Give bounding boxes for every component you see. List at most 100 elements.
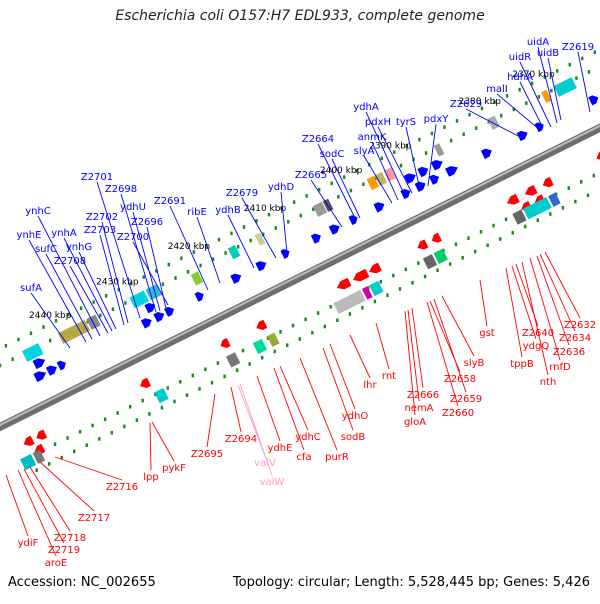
tick-mark: [417, 261, 420, 265]
forward-gene-arrow: [328, 224, 340, 235]
tick-mark: [480, 106, 484, 111]
forward-gene-label: uidB: [537, 48, 559, 59]
accession-label: Accession: NC_002655: [8, 575, 156, 590]
gc-content-bar: [225, 352, 241, 368]
gc-content-bar: [433, 248, 448, 264]
reverse-gene-leader: [151, 421, 175, 462]
tick-mark: [230, 231, 233, 236]
reverse-gene-arrow: [220, 337, 231, 349]
tick-mark: [404, 267, 408, 272]
forward-gene-label: Z2665: [295, 170, 327, 181]
tick-mark: [467, 236, 470, 240]
tick-mark: [436, 268, 439, 273]
reverse-gene-leader: [29, 466, 71, 532]
reverse-gene-label: ydhC: [295, 432, 321, 443]
tick-mark: [543, 75, 546, 79]
forward-gene-arrow: [348, 215, 358, 225]
reverse-gene-label: lhr: [363, 380, 377, 391]
forward-gene-label: ynhG: [66, 242, 92, 253]
tick-mark: [185, 393, 189, 397]
tick-mark: [291, 323, 295, 328]
tick-mark: [274, 226, 277, 230]
pseudo-gene-label: valV: [254, 458, 276, 469]
tick-mark: [191, 373, 195, 378]
tick-mark: [92, 300, 95, 304]
forward-gene-leader: [519, 61, 552, 128]
reverse-gene-label: aroE: [45, 558, 67, 569]
tick-mark: [479, 230, 483, 234]
reverse-gene-label: Z2660: [442, 408, 474, 419]
tick-mark: [468, 112, 471, 117]
forward-gene-leader: [196, 216, 221, 284]
pseudo-gene-leader: [239, 383, 273, 476]
tick-mark: [430, 131, 434, 136]
forward-gene-arrow: [45, 365, 57, 376]
tick-mark: [35, 468, 38, 472]
tick-mark: [380, 156, 383, 161]
scale-label: 2400 kbp: [320, 166, 363, 176]
tick-mark: [104, 294, 108, 298]
forward-gene-arrow: [230, 273, 242, 284]
tick-mark: [355, 169, 358, 173]
forward-gene-leader: [310, 179, 343, 228]
reverse-gene-leader: [299, 357, 338, 451]
genome-info-label: Topology: circular; Length: 5,528,445 bp…: [232, 575, 590, 590]
tick-mark: [210, 380, 214, 385]
tick-mark: [130, 281, 133, 286]
tick-mark: [216, 361, 220, 365]
forward-gene-label: hdhA: [507, 72, 533, 83]
tick-mark: [379, 280, 382, 284]
tick-mark: [135, 418, 139, 422]
tick-mark: [298, 337, 301, 341]
tick-mark: [60, 455, 63, 460]
reverse-gene-label: Z2632: [564, 320, 596, 331]
tick-mark: [160, 405, 164, 410]
tick-mark: [141, 398, 144, 403]
forward-gene-label: ydhA: [353, 102, 379, 113]
reverse-gene-leader: [479, 279, 488, 327]
tick-mark: [66, 436, 69, 440]
gc-content-bar: [361, 286, 373, 300]
reverse-gene-label: Z2695: [191, 449, 223, 460]
tick-mark: [249, 238, 252, 243]
forward-gene-leader: [227, 214, 255, 269]
reverse-gene-label: rnt: [382, 371, 396, 382]
forward-gene-arrow: [417, 166, 429, 178]
reverse-gene-leader: [375, 322, 390, 370]
gc-content-bar: [145, 284, 162, 301]
tick-mark: [54, 318, 58, 323]
reverse-gene-label: gst: [479, 328, 495, 339]
reverse-gene-label: Z2718: [54, 533, 86, 544]
reverse-gene-leader: [433, 298, 467, 393]
tick-mark: [423, 274, 427, 279]
forward-gene-arrow: [430, 160, 443, 171]
reverse-gene-leader: [17, 469, 57, 557]
reverse-gene-label: slyB: [464, 358, 485, 369]
tick-mark: [173, 399, 176, 404]
tick-mark: [304, 317, 307, 322]
tick-mark: [42, 325, 45, 329]
reverse-gene-label: nemA: [404, 403, 433, 414]
reverse-gene-label: Z2634: [559, 333, 591, 344]
forward-gene-arrow: [400, 189, 411, 200]
forward-gene-label: ynhC: [25, 206, 51, 217]
pseudo-gene-leader: [237, 384, 266, 457]
tick-mark: [260, 355, 264, 360]
forward-gene-label: malI: [486, 84, 508, 95]
reverse-gene-label: Z2636: [553, 347, 585, 358]
forward-gene-arrow: [164, 306, 175, 317]
reverse-gene-label: rnfD: [549, 362, 571, 373]
reverse-gene-label: ydhE: [268, 443, 293, 454]
forward-gene-label: Z2701: [81, 172, 113, 183]
reverse-gene-leader: [426, 301, 459, 407]
forward-gene-arrow: [480, 148, 492, 159]
reverse-gene-leader: [230, 386, 242, 433]
forward-gene-label: Z2664: [302, 134, 334, 145]
forward-gene-leader: [465, 108, 521, 138]
forward-gene-label: sufC: [35, 244, 57, 255]
forward-gene-arrow: [310, 233, 321, 244]
tick-mark: [518, 87, 521, 92]
forward-gene-leader: [28, 239, 87, 343]
gc-content-bar: [541, 89, 552, 104]
scale-label: 2410 kbp: [244, 204, 287, 214]
